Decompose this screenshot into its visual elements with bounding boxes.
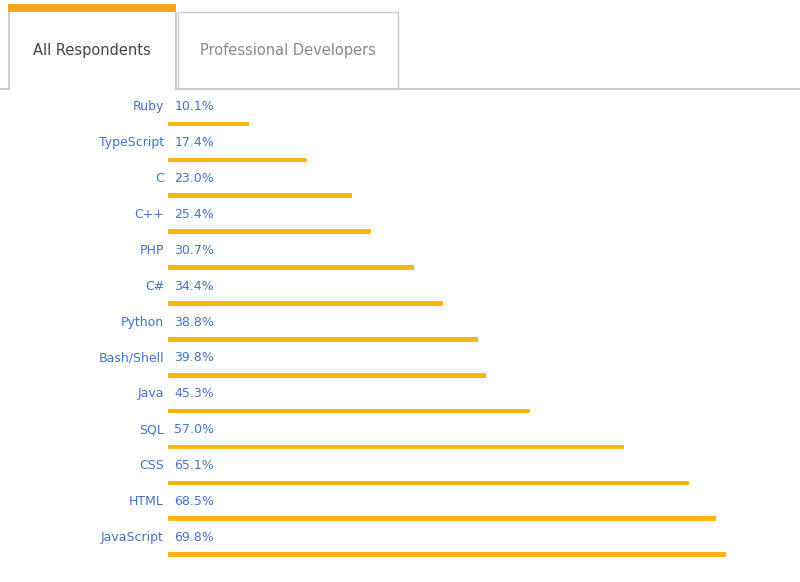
Text: Bash/Shell: Bash/Shell [98,352,164,364]
Text: TypeScript: TypeScript [99,136,164,149]
Bar [10,88,174,90]
Bar [8,12,10,89]
Bar [178,12,398,89]
Text: 10.1%: 10.1% [174,100,214,113]
Bar [168,552,726,557]
Text: Python: Python [121,315,164,329]
Bar [10,87,174,91]
Bar [168,193,352,198]
Bar [0,88,800,90]
Text: 68.5%: 68.5% [174,495,214,508]
Text: 17.4%: 17.4% [174,136,214,149]
Text: C: C [155,172,164,185]
Text: 23.0%: 23.0% [174,172,214,185]
Bar [168,373,486,378]
Text: 39.8%: 39.8% [174,352,214,364]
Text: 34.4%: 34.4% [174,280,214,293]
Bar [168,301,443,306]
Text: 65.1%: 65.1% [174,459,214,472]
Bar [168,516,716,521]
Bar [168,409,530,413]
Text: C++: C++ [134,208,164,221]
Bar [168,122,249,126]
Text: 45.3%: 45.3% [174,388,214,400]
Text: All Respondents: All Respondents [33,43,151,58]
Text: PHP: PHP [140,244,164,257]
Text: 30.7%: 30.7% [174,244,214,257]
Text: Professional Developers: Professional Developers [200,43,376,58]
Bar [168,445,624,449]
Text: CSS: CSS [139,459,164,472]
Text: Ruby: Ruby [133,100,164,113]
Text: Java: Java [138,388,164,400]
Text: SQL: SQL [139,423,164,436]
Bar [168,229,371,234]
Text: C#: C# [145,280,164,293]
Text: 25.4%: 25.4% [174,208,214,221]
Text: JavaScript: JavaScript [101,531,164,544]
Bar [168,158,307,162]
Bar [175,12,177,89]
Bar [8,4,176,12]
Bar [168,481,689,485]
Text: 38.8%: 38.8% [174,315,214,329]
Bar [168,265,414,270]
Bar [168,337,478,342]
Text: HTML: HTML [129,495,164,508]
Text: 57.0%: 57.0% [174,423,214,436]
Text: 69.8%: 69.8% [174,531,214,544]
